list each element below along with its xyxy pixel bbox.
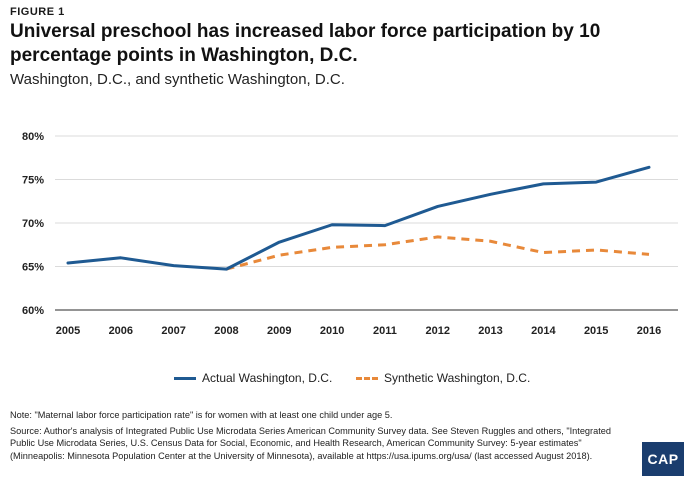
legend-item-actual: Actual Washington, D.C. [174,371,332,385]
legend: Actual Washington, D.C. Synthetic Washin… [0,371,694,387]
legend-swatch-synthetic [356,376,378,380]
series-line-actual [66,165,651,271]
legend-label-actual: Actual Washington, D.C. [202,371,333,385]
y-tick-label: 80% [22,131,44,143]
x-tick-label: 2007 [161,325,185,337]
x-tick-label: 2011 [373,325,397,337]
legend-label-synthetic: Synthetic Washington, D.C. [384,371,531,385]
series-lines [66,165,651,271]
x-axis-ticks: 2005 2006 2007 2008 2009 2010 2011 2012 2013 2014… [56,325,661,337]
x-tick-label: 2014 [531,325,556,337]
source-text: Source: Author's analysis of Integrated … [10,425,611,461]
chart-title: Universal preschool has increased labor … [10,21,601,66]
y-tick-label: 65% [22,262,44,274]
x-tick-label: 2009 [267,325,291,337]
series-line-synthetic [226,235,650,271]
legend-swatch-actual [174,376,196,380]
x-tick-label: 2015 [584,325,608,337]
y-tick-label: 70% [22,218,44,230]
gridlines [55,135,678,311]
legend-item-synthetic: Synthetic Washington, D.C. [356,371,530,385]
note-text: Note: "Maternal labor force participatio… [10,410,393,420]
x-tick-label: 2013 [478,325,502,337]
y-tick-label: 60% [22,305,44,317]
chart-subtitle: Washington, D.C., and synthetic Washingt… [10,71,345,88]
x-tick-label: 2016 [637,325,661,337]
x-tick-label: 2012 [425,325,449,337]
x-tick-label: 2005 [56,325,80,337]
x-tick-label: 2006 [109,325,133,337]
cap-logo: CAP [642,442,684,476]
y-tick-label: 75% [22,175,44,187]
x-tick-label: 2010 [320,325,344,337]
line-chart: 60% 65% 70% 75% 80% 2005 2006 2007 2008 2009 2010… [22,131,678,337]
footnotes: Note: "Maternal labor force participatio… [10,409,632,465]
x-tick-label: 2008 [214,325,238,337]
figure-label: FIGURE 1 [10,6,65,18]
y-axis-ticks: 60% 65% 70% 75% 80% [22,131,44,317]
